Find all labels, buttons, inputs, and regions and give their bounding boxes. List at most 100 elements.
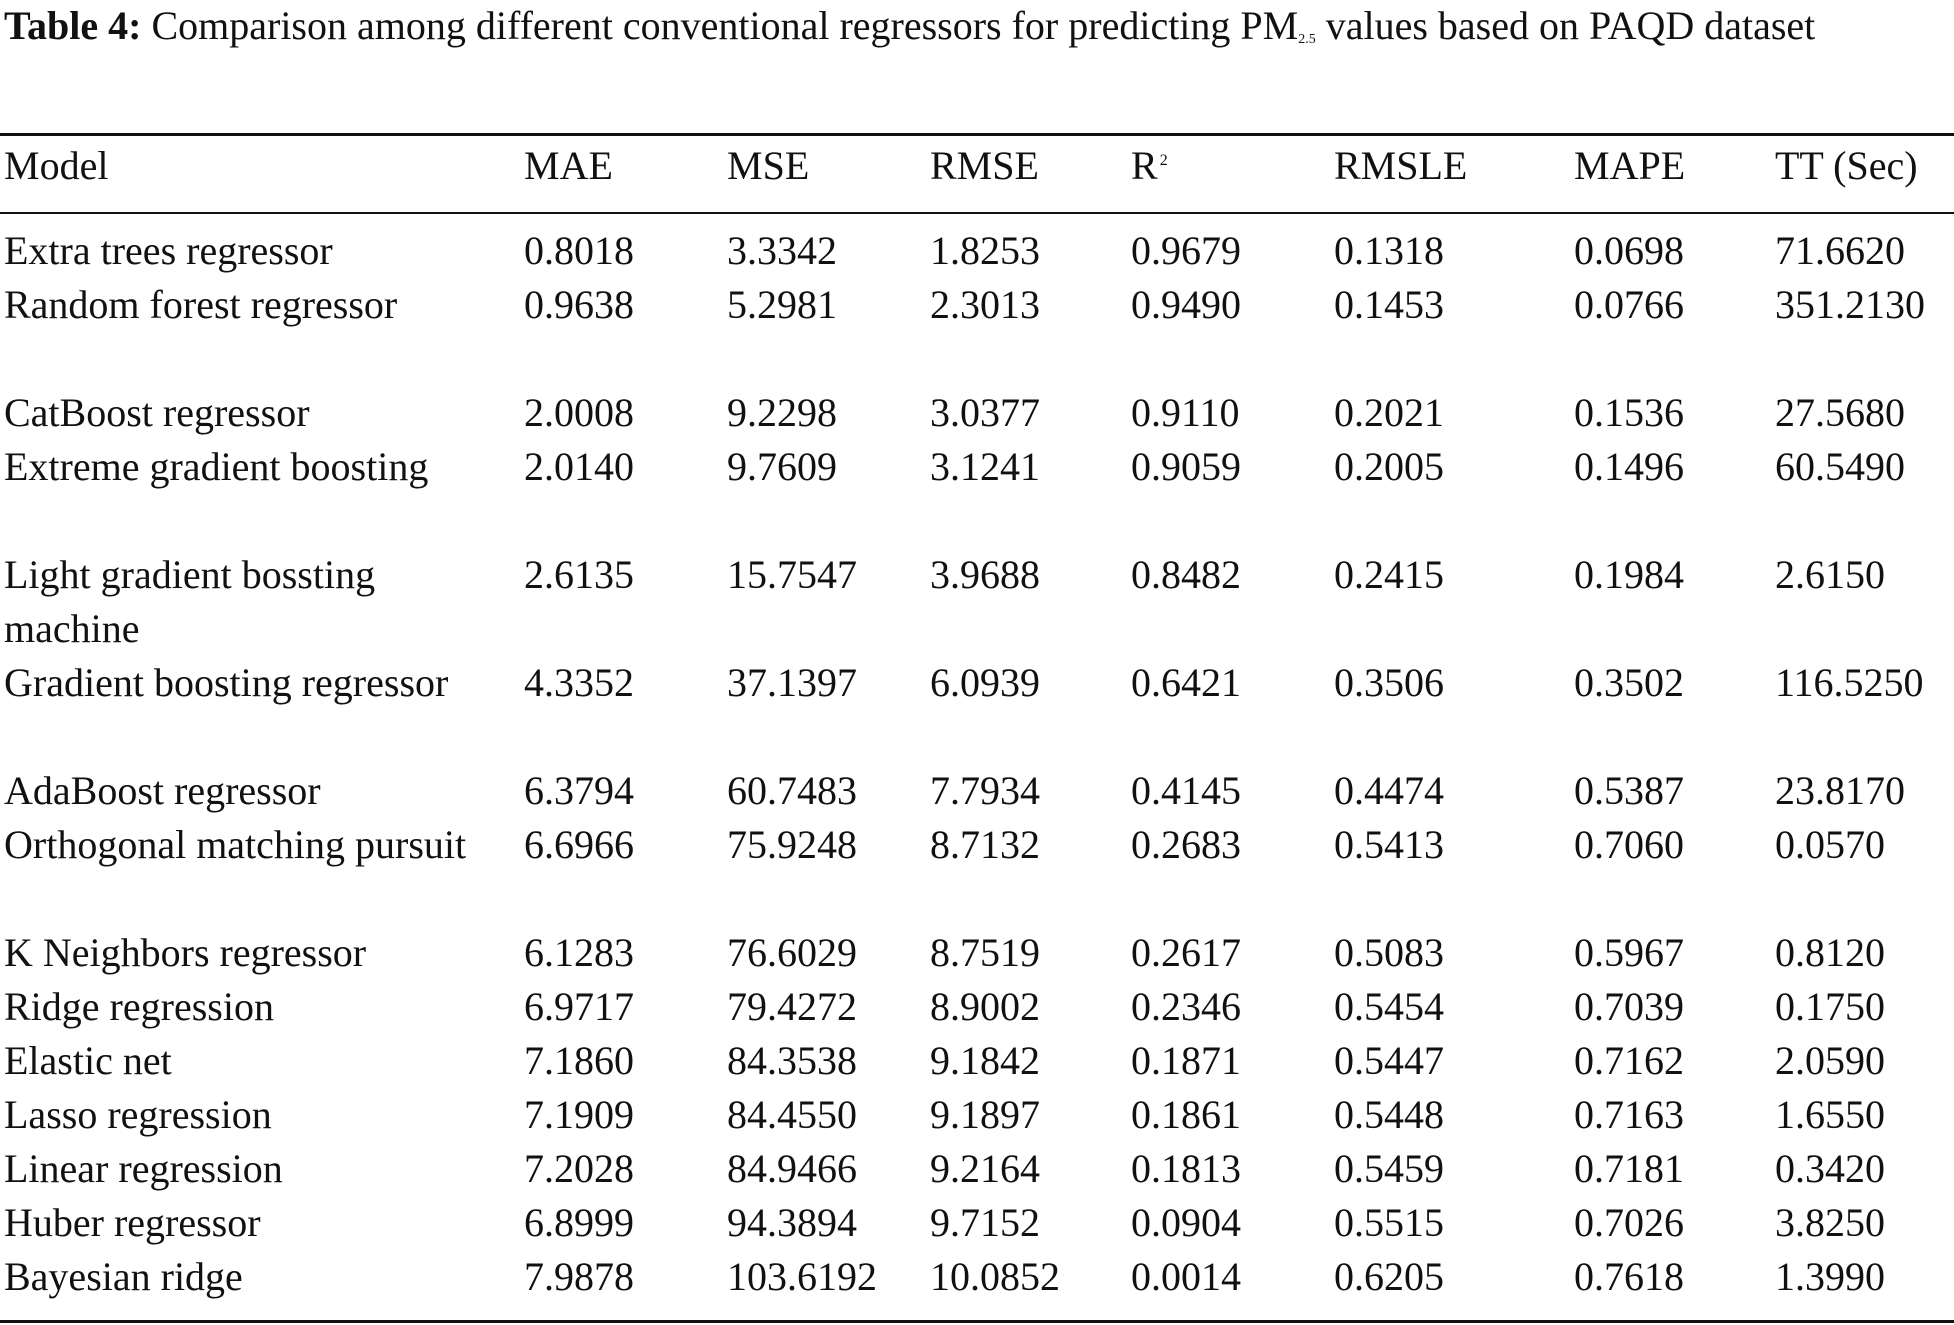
table-body: Extra trees regressor 0.8018 3.3342 1.8253 0… (0, 224, 1954, 1304)
cell-mae: 2.0140 (524, 444, 634, 489)
cell-tt: 0.3420 (1775, 1146, 1885, 1191)
cell-mae: 6.3794 (524, 768, 634, 813)
cell-rmsle: 0.2021 (1334, 390, 1444, 435)
cell-model: K Neighbors regressor (4, 930, 367, 975)
cell-mse: 75.9248 (727, 822, 857, 867)
cell-rmsle: 0.2415 (1334, 552, 1444, 597)
cell-rmsle: 0.5447 (1334, 1038, 1444, 1083)
cell-mae: 2.6135 (524, 552, 634, 597)
header-r2-superscript: 2 (1159, 152, 1168, 169)
cell-mae: 6.1283 (524, 930, 634, 975)
table-row: Elastic net 7.1860 84.3538 9.1842 0.1871 0.54… (0, 1034, 1954, 1088)
table-row: Bayesian ridge 7.9878 103.6192 10.0852 0.001… (0, 1250, 1954, 1304)
cell-model: Gradient boosting regressor (4, 660, 449, 705)
cell-mape: 0.7618 (1574, 1254, 1684, 1299)
cell-model: CatBoost regressor (4, 390, 310, 435)
cell-r2: 0.1813 (1131, 1146, 1241, 1191)
table-row: K Neighbors regressor 6.1283 76.6029 8.7519… (0, 926, 1954, 980)
cell-mae: 4.3352 (524, 660, 634, 705)
cell-r2: 0.4145 (1131, 768, 1241, 813)
table-bottom-rule (0, 1320, 1954, 1323)
cell-tt: 0.1750 (1775, 984, 1885, 1029)
table-caption: Table 4: Comparison among different conv… (4, 0, 1950, 62)
cell-mae: 6.9717 (524, 984, 634, 1029)
cell-model: Huber regressor (4, 1200, 261, 1245)
cell-mse: 9.2298 (727, 390, 837, 435)
table-header-rule (0, 212, 1954, 214)
cell-tt: 2.6150 (1775, 552, 1885, 597)
cell-tt: 60.5490 (1775, 444, 1905, 489)
cell-model: Orthogonal matching pursuit (4, 822, 467, 867)
cell-rmse: 7.7934 (930, 768, 1040, 813)
cell-r2: 0.2683 (1131, 822, 1241, 867)
header-rmse: RMSE (930, 143, 1039, 188)
table-row: Lasso regression 7.1909 84.4550 9.1897 0.186… (0, 1088, 1954, 1142)
cell-rmsle: 0.6205 (1334, 1254, 1444, 1299)
cell-mae: 0.9638 (524, 282, 634, 327)
cell-mse: 15.7547 (727, 552, 857, 597)
cell-mape: 0.1496 (1574, 444, 1684, 489)
cell-mape: 0.5387 (1574, 768, 1684, 813)
cell-mape: 0.7163 (1574, 1092, 1684, 1137)
cell-rmsle: 0.5515 (1334, 1200, 1444, 1245)
cell-model: Extreme gradient boosting (4, 444, 429, 489)
cell-tt: 27.5680 (1775, 390, 1905, 435)
cell-mape: 0.0766 (1574, 282, 1684, 327)
cell-mse: 103.6192 (727, 1254, 877, 1299)
cell-mape: 0.0698 (1574, 228, 1684, 273)
table-row: Orthogonal matching pursuit 6.6966 75.9248… (0, 818, 1954, 926)
cell-r2: 0.2346 (1131, 984, 1241, 1029)
cell-model: Bayesian ridge (4, 1254, 243, 1299)
cell-mse: 60.7483 (727, 768, 857, 813)
cell-mse: 5.2981 (727, 282, 837, 327)
cell-rmsle: 0.1453 (1334, 282, 1444, 327)
header-mape: MAPE (1574, 143, 1686, 188)
table-row: Linear regression 7.2028 84.9466 9.2164 0.18… (0, 1142, 1954, 1196)
cell-r2: 0.0014 (1131, 1254, 1241, 1299)
cell-r2: 0.9490 (1131, 282, 1241, 327)
cell-mape: 0.3502 (1574, 660, 1684, 705)
table-row: Extreme gradient boosting 2.0140 9.7609 3.1… (0, 440, 1954, 548)
cell-mse: 94.3894 (727, 1200, 857, 1245)
cell-r2: 0.1871 (1131, 1038, 1241, 1083)
header-mae: MAE (524, 143, 613, 188)
cell-tt: 1.6550 (1775, 1092, 1885, 1137)
header-r2-base: R (1131, 143, 1158, 188)
cell-model: Lasso regression (4, 1092, 272, 1137)
cell-rmse: 9.1842 (930, 1038, 1040, 1083)
cell-rmsle: 0.5413 (1334, 822, 1444, 867)
cell-r2: 0.8482 (1131, 552, 1241, 597)
cell-rmse: 9.7152 (930, 1200, 1040, 1245)
header-rmsle: RMSLE (1334, 143, 1468, 188)
cell-r2: 0.9679 (1131, 228, 1241, 273)
cell-mse: 84.9466 (727, 1146, 857, 1191)
cell-rmse: 10.0852 (930, 1254, 1060, 1299)
header-mse: MSE (727, 143, 810, 188)
cell-mse: 37.1397 (727, 660, 857, 705)
cell-mae: 7.9878 (524, 1254, 634, 1299)
cell-rmse: 3.1241 (930, 444, 1040, 489)
caption-text-end: values based on PAQD dataset (1315, 3, 1816, 48)
table-row: CatBoost regressor 2.0008 9.2298 3.0377 0.91… (0, 386, 1954, 440)
cell-r2: 0.2617 (1131, 930, 1241, 975)
cell-mse: 84.3538 (727, 1038, 857, 1083)
cell-tt: 2.0590 (1775, 1038, 1885, 1083)
cell-model: AdaBoost regressor (4, 768, 321, 813)
cell-mse: 3.3342 (727, 228, 837, 273)
cell-mape: 0.7026 (1574, 1200, 1684, 1245)
cell-tt: 116.5250 (1775, 660, 1924, 705)
cell-tt: 3.8250 (1775, 1200, 1885, 1245)
cell-mse: 79.4272 (727, 984, 857, 1029)
cell-rmsle: 0.2005 (1334, 444, 1444, 489)
cell-rmse: 9.1897 (930, 1092, 1040, 1137)
cell-mse: 84.4550 (727, 1092, 857, 1137)
cell-tt: 0.0570 (1775, 822, 1885, 867)
table-label: Table 4: (4, 3, 142, 48)
cell-rmsle: 0.5083 (1334, 930, 1444, 975)
header-model: Model (4, 143, 109, 188)
table-row: Gradient boosting regressor 4.3352 37.1397… (0, 656, 1954, 764)
cell-rmse: 1.8253 (930, 228, 1040, 273)
cell-rmse: 8.9002 (930, 984, 1040, 1029)
cell-r2: 0.9110 (1131, 390, 1240, 435)
